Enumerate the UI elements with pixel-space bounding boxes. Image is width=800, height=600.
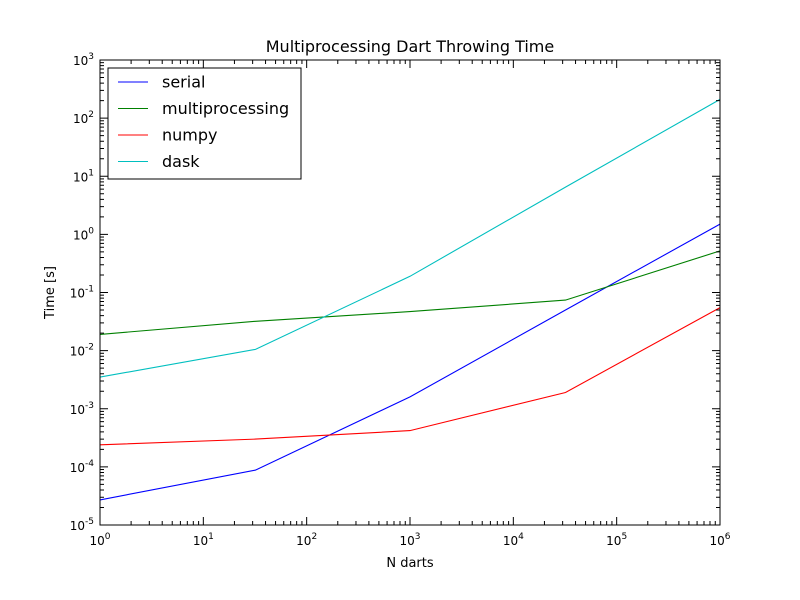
legend-label-multiprocessing: multiprocessing [162, 99, 289, 118]
y-axis-label: Time [s] [43, 266, 58, 320]
y-tick-label: 103 [73, 52, 94, 68]
y-tick-label: 10-3 [70, 401, 94, 417]
chart-title: Multiprocessing Dart Throwing Time [266, 37, 554, 56]
x-tick-label: 103 [399, 532, 420, 548]
legend-box [107, 67, 302, 180]
x-tick-label: 105 [606, 532, 627, 548]
x-tick-label: 104 [503, 532, 524, 548]
legend-label-numpy: numpy [162, 126, 218, 145]
series-line-serial [99, 223, 721, 501]
y-tick-label: 10-2 [70, 343, 94, 359]
y-tick-label: 10-4 [70, 459, 95, 475]
y-tick-label: 101 [73, 168, 94, 184]
x-tick-label: 106 [709, 532, 730, 548]
series-layer [99, 98, 721, 501]
y-tick-label: 100 [73, 226, 94, 242]
series-line-multiprocessing [99, 250, 721, 335]
y-tick-label: 102 [73, 110, 94, 126]
y-tick-label: 10-1 [70, 285, 94, 301]
x-tick-label: 101 [193, 532, 214, 548]
series-line-numpy [99, 307, 721, 446]
plot-frame [99, 59, 721, 526]
legend-label-serial: serial [162, 73, 205, 92]
x-tick-label: 100 [89, 532, 110, 548]
series-line-dask [99, 98, 721, 378]
legend-label-dask: dask [162, 152, 200, 171]
x-axis-label: N darts [386, 556, 434, 571]
legend: serial multiprocessing numpy dask [107, 67, 302, 180]
x-tick-label: 102 [296, 532, 317, 548]
y-tick-label: 10-5 [70, 517, 94, 533]
